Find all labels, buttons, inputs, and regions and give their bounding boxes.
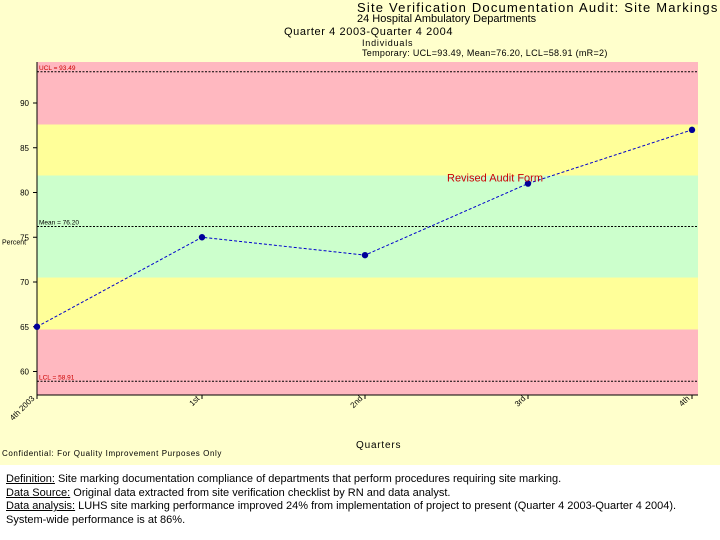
data-point bbox=[524, 180, 532, 187]
y-tick-label: 85 bbox=[20, 144, 29, 153]
chart-type-label: Individuals bbox=[362, 38, 414, 48]
x-tick-label: 4th 2003 bbox=[8, 394, 37, 423]
y-tick-label: 75 bbox=[20, 233, 29, 242]
data-point bbox=[688, 126, 696, 134]
y-tick-label: 65 bbox=[20, 323, 29, 332]
x-tick-label: 4th bbox=[677, 394, 691, 408]
zone-band bbox=[37, 124, 698, 176]
data-point bbox=[198, 234, 206, 241]
note-label: Data Source: bbox=[6, 486, 71, 499]
chart-subtitle: 24 Hospital Ambulatory Departments bbox=[357, 13, 537, 25]
chart-title: Site Verification Documentation Audit: S… bbox=[357, 0, 719, 15]
chart-period: Quarter 4 2003-Quarter 4 2004 bbox=[284, 26, 454, 38]
reference-line-label: LCL = 58.91 bbox=[39, 374, 75, 381]
note-data-source: Data Source: Original data extracted fro… bbox=[6, 487, 718, 501]
data-point bbox=[361, 251, 369, 259]
confidential-note: Confidential: For Quality Improvement Pu… bbox=[2, 449, 223, 458]
note-text: Original data extracted from site verifi… bbox=[70, 486, 451, 499]
reference-line-label: UCL = 93.49 bbox=[39, 65, 76, 72]
zone-band bbox=[37, 277, 698, 330]
y-tick-label: 80 bbox=[20, 189, 29, 198]
note-text: Site marking documentation compliance of… bbox=[54, 473, 562, 485]
reference-line-label: Mean = 76.20 bbox=[39, 220, 79, 227]
x-tick-label: 2nd bbox=[349, 394, 365, 410]
x-tick-label: 3rd bbox=[513, 394, 528, 409]
control-chart: UCL = 93.49 Mean = 76.20 LCL = 58.91 60 65 7… bbox=[2, 62, 698, 423]
control-limits-label: Temporary: UCL=93.49, Mean=76.20, LCL=58… bbox=[362, 48, 608, 58]
zone-band bbox=[37, 329, 698, 395]
y-tick-label: 60 bbox=[20, 368, 29, 377]
note-data-analysis: Data analysis: LUHS site marking perform… bbox=[6, 500, 718, 527]
note-label: Data analysis: bbox=[6, 500, 76, 512]
y-axis-title: Percent bbox=[2, 239, 26, 246]
chart-notes: Definition: Site marking documentation c… bbox=[6, 473, 718, 527]
note-text: LUHS site marking performance improved 2… bbox=[6, 500, 677, 526]
y-tick-label: 90 bbox=[20, 99, 29, 108]
x-axis-title: Quarters bbox=[356, 440, 402, 451]
x-tick-label: 1st bbox=[188, 394, 202, 408]
data-point bbox=[33, 323, 41, 330]
annotation-label: Revised Audit Form bbox=[447, 173, 543, 185]
zone-band bbox=[37, 62, 698, 125]
note-definition: Definition: Site marking documentation c… bbox=[6, 473, 718, 487]
note-label: Definition: bbox=[6, 473, 55, 485]
y-tick-label: 70 bbox=[20, 278, 29, 287]
